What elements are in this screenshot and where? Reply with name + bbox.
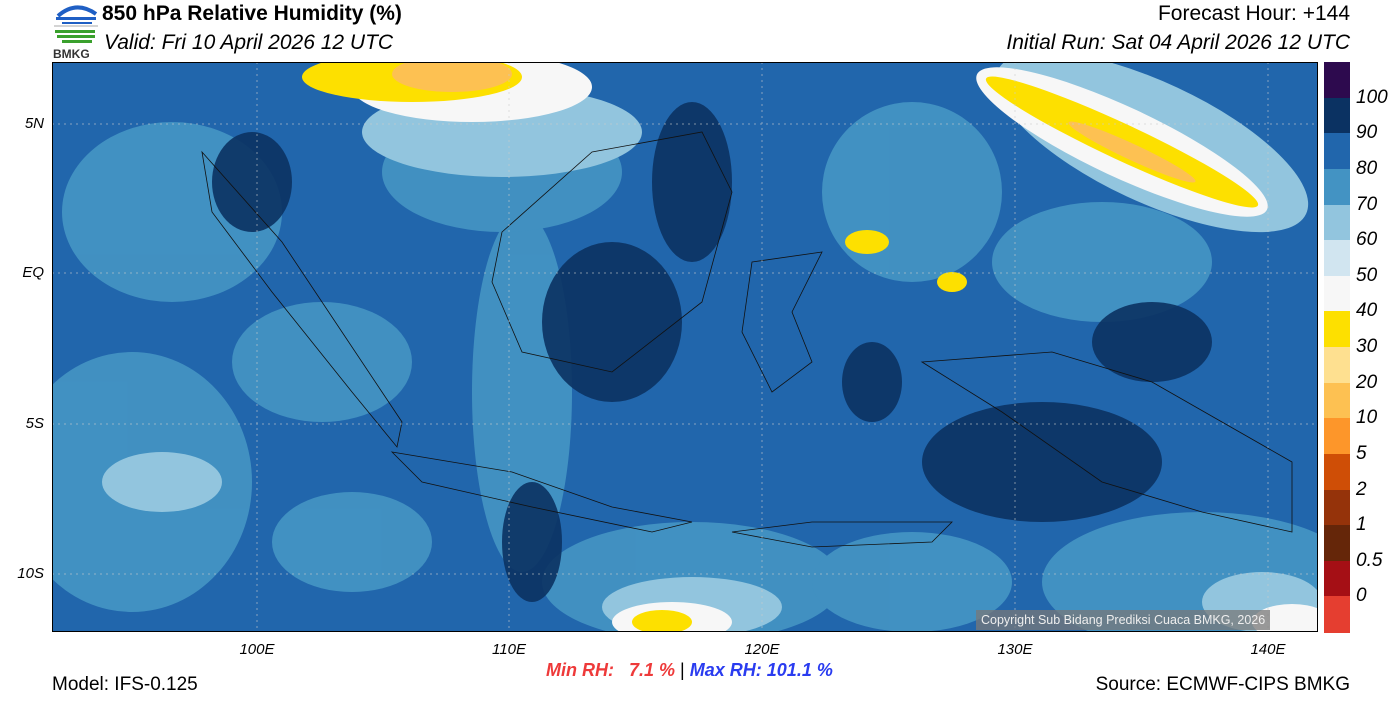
lat-label: 10S bbox=[17, 565, 44, 582]
copyright-notice: Copyright Sub Bidang Prediksi Cuaca BMKG… bbox=[976, 610, 1271, 630]
colorbar-label: 10 bbox=[1356, 407, 1378, 429]
lon-label: 140E bbox=[1250, 641, 1286, 658]
colorbar-bin bbox=[1324, 168, 1350, 205]
colorbar-label: 30 bbox=[1356, 336, 1378, 357]
colorbar-label: 50 bbox=[1356, 264, 1378, 286]
humidity-map bbox=[52, 62, 1318, 632]
colorbar-label: 0 bbox=[1356, 585, 1367, 607]
lon-label: 110E bbox=[492, 641, 526, 658]
colorbar-bin bbox=[1324, 382, 1350, 419]
colorbar-bin bbox=[1324, 240, 1350, 277]
valid-time: Valid: Fri 10 April 2026 12 UTC bbox=[104, 31, 394, 54]
colorbar-label: 80 bbox=[1356, 157, 1378, 179]
lon-label: 100E bbox=[239, 641, 275, 658]
initial-run: Initial Run: Sat 04 April 2026 12 UTC bbox=[1006, 31, 1350, 54]
chart-title: 850 hPa Relative Humidity (%) bbox=[102, 2, 402, 25]
separator: | bbox=[680, 660, 685, 680]
colorbar-label: 40 bbox=[1356, 300, 1378, 322]
colorbar-bin bbox=[1324, 133, 1350, 170]
model-name: Model: IFS-0.125 bbox=[52, 674, 198, 695]
colorbar-label: 70 bbox=[1356, 193, 1378, 215]
colorbar-bin bbox=[1324, 418, 1350, 455]
colorbar-label: 1 bbox=[1356, 514, 1367, 536]
lat-label: EQ bbox=[22, 264, 44, 281]
max-rh-label: Max RH: bbox=[689, 660, 762, 680]
lat-label: 5S bbox=[25, 415, 44, 432]
min-rh-label: Min RH: bbox=[546, 660, 614, 680]
colorbar-label: 2 bbox=[1356, 478, 1367, 500]
lon-label: 130E bbox=[997, 641, 1033, 658]
data-source: Source: ECMWF-CIPS BMKG bbox=[1095, 674, 1350, 695]
colorbar-bin bbox=[1324, 596, 1350, 633]
bmkg-logo-icon: BMKG bbox=[53, 5, 98, 61]
min-rh-value: 7.1 % bbox=[629, 660, 676, 680]
colorbar-bin bbox=[1324, 97, 1350, 134]
min-max-rh: Min RH: 7.1 % | Max RH: 101.1 % bbox=[546, 660, 833, 681]
lon-label: 120E bbox=[744, 641, 780, 658]
max-rh-value: 101.1 % bbox=[766, 660, 833, 680]
colorbar-label: 90 bbox=[1356, 122, 1378, 144]
colorbar-bin bbox=[1324, 489, 1350, 526]
colorbar-label: 20 bbox=[1356, 371, 1378, 393]
forecast-hour: Forecast Hour: +144 bbox=[1157, 2, 1350, 25]
colorbar-bin bbox=[1324, 204, 1350, 241]
colorbar-label: 5 bbox=[1356, 442, 1367, 464]
svg-text:BMKG: BMKG bbox=[53, 47, 90, 60]
colorbar-label: 0.5 bbox=[1356, 549, 1383, 571]
colorbar-bin bbox=[1324, 453, 1350, 490]
bmkg-logo: BMKG bbox=[52, 2, 100, 61]
colorbar-bin bbox=[1324, 347, 1350, 384]
colorbar bbox=[1324, 62, 1350, 633]
colorbar-label: 60 bbox=[1356, 229, 1378, 251]
colorbar-bin bbox=[1324, 311, 1350, 348]
colorbar-bin bbox=[1324, 275, 1350, 312]
colorbar-bin bbox=[1324, 62, 1350, 99]
colorbar-bin bbox=[1324, 560, 1350, 597]
colorbar-bin bbox=[1324, 525, 1350, 562]
colorbar-label: 100 bbox=[1356, 86, 1388, 108]
lat-label: 5N bbox=[24, 115, 44, 132]
